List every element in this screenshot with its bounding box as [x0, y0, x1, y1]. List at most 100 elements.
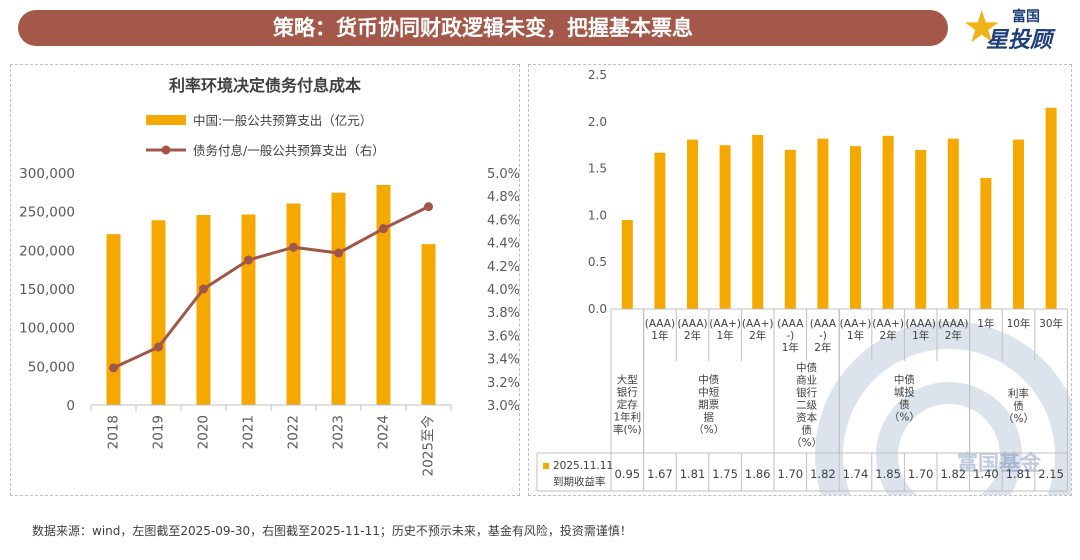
y-axis-tick: 1.5 [588, 162, 607, 176]
bar-sub-label: 1年 [651, 329, 668, 342]
group-label: 利率 [1008, 387, 1029, 400]
logo-line2: 星投顾 [986, 28, 1053, 53]
x-axis-label: 2021 [241, 415, 257, 449]
line-point-2020 [199, 284, 208, 294]
bar-sub-label: (AA+) [709, 318, 741, 330]
group-label: （%） [1003, 413, 1034, 425]
group-label: 商业 [796, 374, 817, 387]
brand-logo: ★ 富国 星投顾 [962, 2, 1072, 56]
bar-2023 [331, 192, 346, 405]
series-legend-line1: 2025.11.11 [553, 460, 613, 472]
bar-sub-label: 2年 [880, 329, 897, 342]
legend-line-label: 债务付息/一般公共预算支出（右） [193, 143, 385, 158]
line-point-2024 [379, 224, 388, 234]
bar-2018 [106, 234, 121, 405]
right-axis-tick: 3.2% [487, 376, 519, 391]
bar-sub-label: 2年 [814, 341, 831, 354]
bar-sub-label: 10年 [1007, 317, 1031, 330]
left-axis-tick: 100,000 [19, 321, 75, 337]
right-axis-tick: 5.0% [487, 167, 519, 182]
watermark-ring [815, 321, 1071, 495]
y-axis-tick: 0.5 [588, 255, 607, 269]
group-label: 银行 [617, 386, 638, 399]
bar-sub-label: (AAA) [677, 318, 707, 330]
yield-value: 1.85 [875, 467, 901, 481]
yield-bar-8 [882, 135, 894, 309]
right-axis-tick: 3.0% [487, 399, 519, 414]
yield-bar-10 [947, 138, 959, 309]
star-icon: ★ [962, 2, 1002, 53]
bar-sub-label: (AAA) [645, 318, 675, 330]
bar-sub-label: (AAA) [906, 318, 936, 330]
page-title: 策略：货币协同财政逻辑未变，把握基本票息 [18, 10, 948, 46]
bar-sub-label: 1年 [782, 341, 799, 354]
group-label: 大型 [617, 373, 638, 386]
yield-value: 1.40 [973, 467, 999, 481]
right-chart: 富国基金0.00.51.01.52.02.5(AAA)1年(AAA)2年(AA+… [536, 68, 1071, 495]
yield-value: 2.15 [1038, 467, 1064, 481]
x-axis-label: 2025至今 [421, 415, 437, 477]
bar-sub-label: 2年 [945, 329, 962, 342]
yield-bar-5 [784, 149, 796, 309]
group-label: 中短 [698, 386, 719, 399]
bar-sub-label: -) [819, 330, 827, 342]
x-axis-label: 2018 [106, 415, 122, 449]
yield-value: 1.81 [680, 467, 706, 481]
group-label: 期票 [698, 399, 719, 411]
line-point-2025至今 [424, 202, 433, 212]
left-axis-tick: 250,000 [19, 205, 75, 221]
yield-bar-6 [817, 138, 829, 309]
bar-2025至今 [421, 244, 436, 405]
left-axis-tick: 0 [66, 398, 75, 414]
bar-sub-label: 2年 [749, 329, 766, 342]
yield-value: 1.82 [810, 467, 836, 481]
bar-sub-label: -) [786, 330, 794, 342]
yield-value: 1.74 [843, 467, 869, 481]
yield-value: 1.67 [647, 467, 673, 481]
yield-bar-12 [1013, 139, 1024, 309]
yield-value: 1.81 [1006, 467, 1032, 481]
right-axis-tick: 4.6% [487, 213, 519, 228]
x-axis-label: 2022 [286, 415, 302, 449]
x-axis-label: 2023 [331, 415, 347, 449]
bar-sub-label: 1年 [977, 317, 994, 330]
footer-source-note: 数据来源：wind，左图截至2025-09-30，右图截至2025-11-11；… [32, 524, 632, 538]
yield-bar-2 [687, 139, 698, 309]
yield-value: 0.95 [614, 467, 640, 481]
right-axis-tick: 4.8% [487, 190, 519, 205]
yield-bar-4 [752, 134, 764, 309]
left-axis-tick: 50,000 [28, 359, 75, 375]
yield-value: 1.70 [908, 467, 934, 481]
group-label: 银行 [796, 386, 818, 399]
bar-sub-label: 30年 [1039, 317, 1063, 330]
line-point-2023 [334, 248, 343, 258]
legend-line-marker [161, 145, 171, 155]
yield-value: 1.82 [940, 467, 966, 481]
yield-value: 1.70 [777, 467, 803, 481]
yield-bar-11 [980, 177, 992, 309]
group-label: 1年利 [613, 411, 641, 424]
bar-2022 [286, 203, 301, 405]
group-label: 二级 [796, 400, 818, 412]
line-point-2021 [244, 255, 253, 265]
x-axis-label: 2019 [151, 415, 167, 449]
group-label: （%） [791, 437, 822, 449]
bar-sub-label: (AAA) [938, 318, 968, 330]
x-axis-label: 2024 [376, 415, 392, 449]
group-label: 资本 [796, 411, 818, 424]
group-label: 债 [801, 424, 812, 437]
right-axis-tick: 4.2% [487, 260, 519, 275]
bar-sub-label: (AA+) [742, 318, 774, 330]
yield-value: 1.86 [745, 467, 771, 481]
legend-bar-label: 中国:一般公共预算支出（亿元） [193, 113, 372, 128]
y-axis-tick: 0.0 [588, 302, 607, 316]
group-label: 债 [1013, 400, 1024, 413]
group-label: 率(%) [613, 423, 642, 436]
bar-sub-label: 1年 [717, 329, 734, 342]
left-axis-tick: 200,000 [19, 243, 75, 259]
y-axis-tick: 2.0 [588, 115, 607, 129]
bar-2021 [241, 214, 256, 405]
line-point-2019 [154, 342, 163, 352]
right-axis-tick: 4.4% [487, 237, 519, 252]
left-axis-tick: 150,000 [19, 282, 75, 298]
